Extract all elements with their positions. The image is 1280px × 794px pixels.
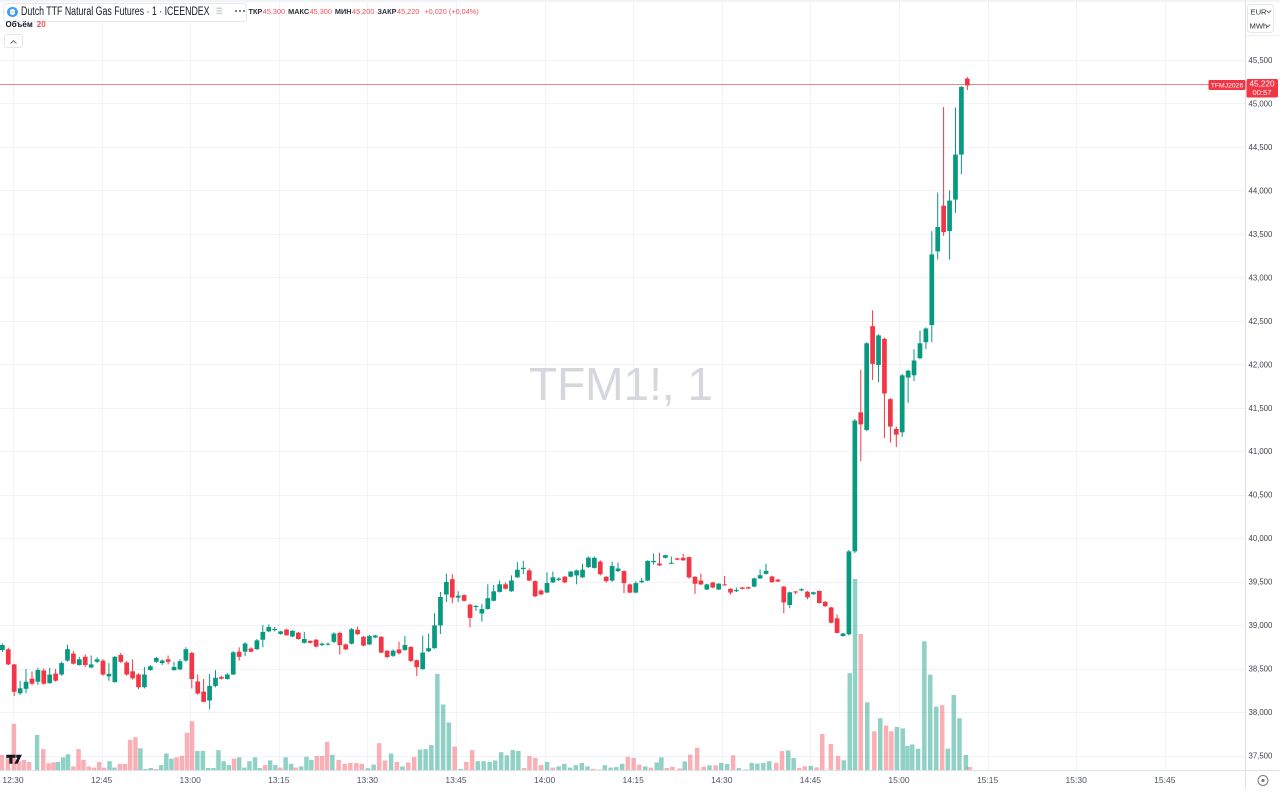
- svg-text:39,000: 39,000: [1249, 621, 1274, 630]
- svg-text:44,000: 44,000: [1249, 186, 1274, 195]
- svg-text:15:00: 15:00: [888, 775, 910, 785]
- svg-text:12:30: 12:30: [2, 775, 24, 785]
- svg-text:42,000: 42,000: [1249, 360, 1274, 369]
- svg-text:13:45: 13:45: [445, 775, 467, 785]
- svg-text:43,500: 43,500: [1249, 230, 1274, 239]
- svg-text:45,000: 45,000: [1249, 100, 1274, 109]
- svg-text:15:15: 15:15: [977, 775, 999, 785]
- svg-text:39,500: 39,500: [1249, 578, 1274, 587]
- svg-text:41,500: 41,500: [1249, 404, 1274, 413]
- svg-text:40,500: 40,500: [1249, 491, 1274, 500]
- svg-text:44,500: 44,500: [1249, 143, 1274, 152]
- svg-text:00:57: 00:57: [1252, 88, 1271, 97]
- svg-text:38,000: 38,000: [1249, 708, 1274, 717]
- svg-text:14:45: 14:45: [800, 775, 822, 785]
- svg-text:43,000: 43,000: [1249, 273, 1274, 282]
- svg-text:40,000: 40,000: [1249, 534, 1274, 543]
- svg-text:MWh: MWh: [1250, 22, 1268, 31]
- svg-text:14:15: 14:15: [623, 775, 645, 785]
- svg-text:TFMJ2026: TFMJ2026: [1211, 83, 1244, 90]
- svg-text:12:45: 12:45: [91, 775, 113, 785]
- svg-text:37,500: 37,500: [1249, 752, 1274, 761]
- svg-text:45,220: 45,220: [1249, 80, 1274, 89]
- svg-text:15:45: 15:45: [1154, 775, 1176, 785]
- svg-text:15:30: 15:30: [1066, 775, 1088, 785]
- svg-text:13:15: 13:15: [268, 775, 290, 785]
- svg-text:13:30: 13:30: [357, 775, 379, 785]
- svg-text:13:00: 13:00: [180, 775, 202, 785]
- svg-text:14:00: 14:00: [534, 775, 556, 785]
- svg-text:38,500: 38,500: [1249, 665, 1274, 674]
- svg-text:42,500: 42,500: [1249, 317, 1274, 326]
- svg-text:TFM1!, 1: TFM1!, 1: [529, 358, 713, 410]
- svg-text:14:30: 14:30: [711, 775, 733, 785]
- svg-text:41,000: 41,000: [1249, 447, 1274, 456]
- svg-text:EUR: EUR: [1251, 8, 1268, 17]
- svg-text:45,500: 45,500: [1249, 56, 1274, 65]
